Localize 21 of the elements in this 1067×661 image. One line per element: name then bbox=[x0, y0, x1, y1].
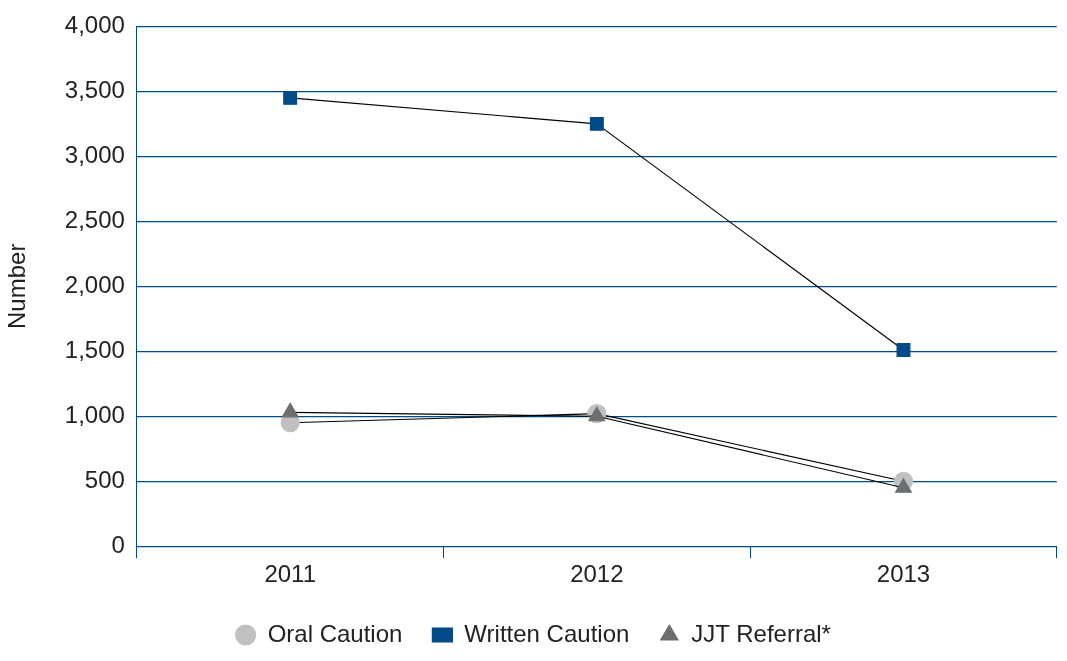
y-tick-label: 3,500 bbox=[64, 76, 125, 103]
y-tick-label: 4,000 bbox=[64, 11, 125, 39]
x-tick-label: 2013 bbox=[876, 560, 931, 588]
y-tick-label: 1,000 bbox=[64, 400, 125, 428]
point bbox=[283, 90, 298, 105]
x-tick-label: 2011 bbox=[264, 560, 316, 588]
point bbox=[895, 478, 912, 493]
y-tick-label: 2,500 bbox=[64, 205, 125, 233]
y-tick-label: 0 bbox=[111, 530, 125, 558]
point bbox=[281, 402, 299, 418]
point bbox=[896, 343, 911, 357]
y-axis-title: Number bbox=[3, 243, 31, 329]
legend-label: JJT Referral* bbox=[691, 619, 831, 647]
y-tick-label: 1,500 bbox=[64, 335, 125, 363]
y-tick-label: 2,000 bbox=[64, 270, 125, 298]
legend-label: Written Caution bbox=[464, 619, 630, 647]
legend-label: Oral Caution bbox=[267, 619, 403, 647]
y-tick-label: 3,000 bbox=[64, 140, 125, 168]
point bbox=[589, 116, 604, 131]
y-tick-label: 500 bbox=[84, 465, 125, 493]
x-tick-label: 2012 bbox=[570, 560, 624, 588]
